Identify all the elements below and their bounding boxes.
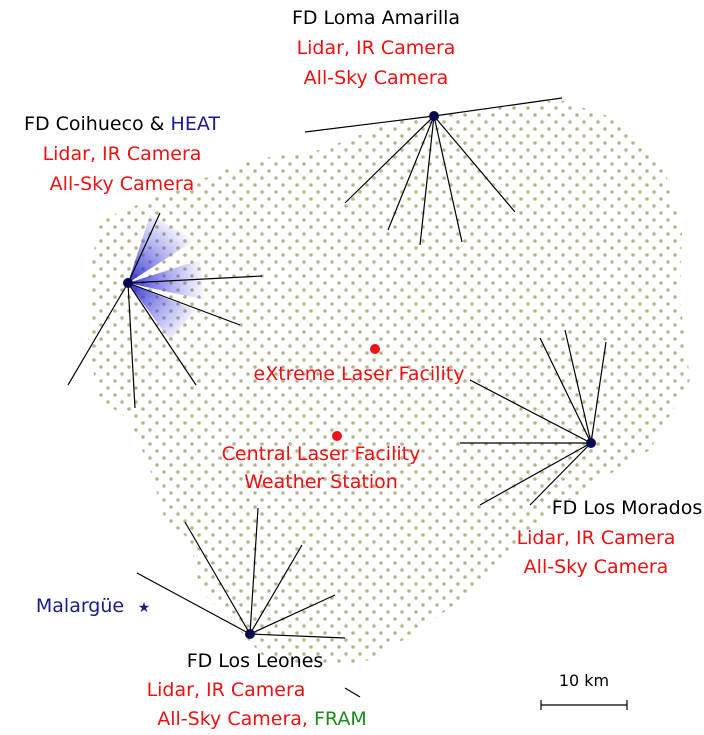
site-extra: FRAM (314, 708, 367, 730)
heat-fov (128, 215, 205, 340)
town-label: Malargüe (36, 595, 124, 617)
facility-label: Weather Station (244, 471, 398, 493)
site-instruments: Lidar, IR Camera (517, 527, 676, 549)
site-name-extra: HEAT (171, 113, 221, 135)
xlf-dot (370, 344, 380, 354)
site-instruments-part: All-Sky Camera, (157, 708, 308, 730)
site-name: FD Coihueco & HEAT (24, 113, 220, 135)
site-instruments: All-Sky Camera (304, 67, 449, 89)
site-name: FD Los Leones (187, 650, 324, 672)
scale-bar (540, 700, 628, 710)
site-instruments: Lidar, IR Camera (147, 679, 306, 701)
facility-label: eXtreme Laser Facility (254, 363, 465, 385)
site-name: FD Loma Amarilla (292, 7, 460, 29)
town-star: ★ (138, 600, 151, 616)
facility-label: Central Laser Facility (222, 443, 421, 465)
fov-lines (67, 97, 607, 698)
site-instruments: Lidar, IR Camera (297, 37, 456, 59)
clf-dot (332, 431, 342, 441)
site-instruments: All-Sky Camera (524, 556, 669, 578)
scale-label: 10 km (559, 671, 609, 690)
site-name-part: FD Coihueco & (24, 113, 165, 135)
stations (123, 111, 596, 639)
site-name: FD Los Morados (552, 497, 702, 519)
site-instruments: All-Sky Camera (50, 173, 195, 195)
surface-array (88, 100, 690, 668)
site-instruments: Lidar, IR Camera (43, 143, 202, 165)
site-instruments: All-Sky Camera, FRAM (157, 708, 367, 730)
